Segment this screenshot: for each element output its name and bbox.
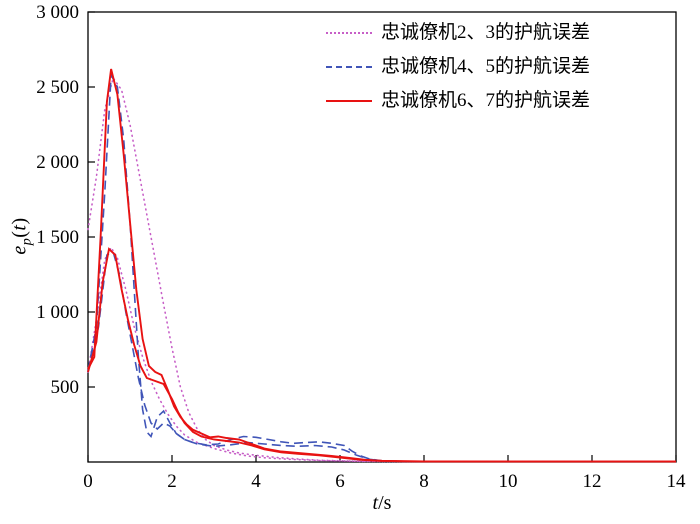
legend-label: 忠诚僚机6、7的护航误差 [381,89,591,111]
legend-label: 忠诚僚机4、5的护航误差 [381,55,591,77]
legend-label: 忠诚僚机2、3的护航误差 [381,22,591,43]
series-line-3 [87,68,676,463]
x-tick-label: 10 [499,471,518,492]
x-tick-label: 6 [335,471,345,492]
x-tick-label: 2 [167,471,177,492]
y-tick-label: 2 500 [36,77,79,98]
y-tick-label: 1 000 [36,302,79,323]
y-axis-label: ep(t) [8,217,35,255]
y-tick-label: 1 500 [36,227,79,248]
legend-item-series-2: 忠诚僚机4、5的护航误差 [326,56,590,79]
legend: 忠诚僚机2、3的护航误差 忠诚僚机4、5的护航误差 忠诚僚机6、7的护航误差 [326,22,590,112]
legend-line-dotted [326,32,372,35]
legend-line-dashed [326,66,372,69]
x-tick-label: 0 [83,471,93,492]
series-line-1 [87,76,677,463]
legend-line-solid [326,99,372,102]
x-tick-label: 12 [583,471,602,492]
series-line-2 [87,250,677,463]
legend-item-series-1: 忠诚僚机2、3的护航误差 [326,22,590,45]
series-line-2 [87,72,676,463]
y-tick-label: 500 [51,377,80,398]
x-tick-label: 4 [251,471,261,492]
x-tick-label: 8 [419,471,429,492]
legend-item-series-3: 忠诚僚机6、7的护航误差 [326,90,590,113]
series-line-3 [87,247,676,463]
series-line-1 [87,245,677,463]
x-axis-label: t/s [372,492,392,514]
y-tick-label: 3 000 [36,2,79,23]
y-tick-label: 2 000 [36,152,79,173]
x-tick-label: 14 [667,471,687,492]
